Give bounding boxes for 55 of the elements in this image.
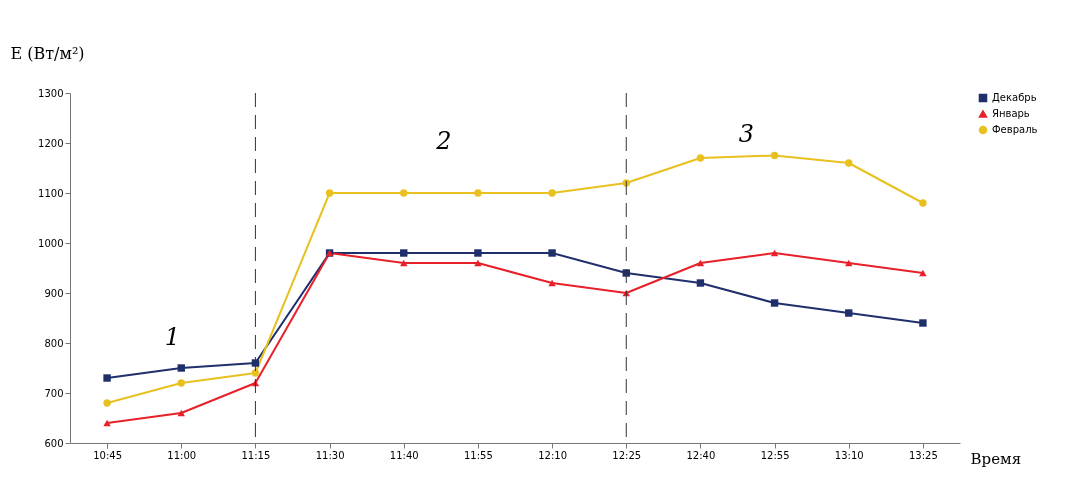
y-axis-title: E (Вт/м²) <box>10 43 85 63</box>
point <box>845 259 853 267</box>
point <box>251 369 260 377</box>
point <box>845 159 853 167</box>
y-tick-label: 1100 <box>38 187 64 199</box>
point <box>474 189 482 197</box>
point <box>919 319 927 327</box>
legend-label: Февраль <box>992 124 1038 135</box>
legend-label: Январь <box>992 108 1030 119</box>
y-tick-label: 600 <box>44 437 64 449</box>
point <box>474 259 482 267</box>
point <box>548 189 556 197</box>
x-tick-label: 12:10 <box>538 449 567 461</box>
x-tick-label: 13:10 <box>834 449 864 461</box>
point <box>919 269 927 277</box>
x-tick-label: 13:25 <box>909 449 938 461</box>
point <box>103 399 111 407</box>
y-tick-label: 1300 <box>38 87 64 99</box>
point <box>770 299 779 307</box>
x-tick-label: 12:40 <box>686 449 716 461</box>
y-tick-label: 800 <box>44 337 64 349</box>
annotation: 2 <box>435 127 452 155</box>
annotation: 1 <box>164 323 180 351</box>
x-tick-label: 11:55 <box>464 449 493 461</box>
legend-label: Декабрь <box>992 92 1037 103</box>
point <box>696 259 705 267</box>
annotation: 3 <box>738 120 755 148</box>
y-tick-label: 1200 <box>38 137 64 149</box>
point <box>845 309 853 317</box>
point <box>696 154 705 162</box>
y-tick-label: 900 <box>44 287 64 299</box>
point <box>400 259 408 267</box>
point <box>400 189 408 197</box>
point <box>770 151 779 160</box>
x-tick-label: 10:45 <box>93 449 122 461</box>
point <box>696 279 705 287</box>
point <box>325 189 334 197</box>
point <box>474 249 482 257</box>
x-tick-label: 11:30 <box>315 449 345 461</box>
point <box>770 249 779 257</box>
point <box>177 409 185 417</box>
y-tick-label: 700 <box>44 387 64 399</box>
x-tick-label: 12:55 <box>760 449 790 461</box>
point <box>400 249 408 257</box>
x-tick-label: 11:00 <box>167 449 197 461</box>
x-tick-label: 12:25 <box>612 449 642 461</box>
x-tick-label: 11:40 <box>389 449 419 461</box>
x-axis-title: Время <box>970 449 1022 468</box>
point <box>919 199 927 207</box>
point <box>177 364 185 372</box>
x-tick-label: 11:15 <box>241 449 271 461</box>
y-tick-label: 1000 <box>38 237 64 249</box>
point <box>103 374 111 382</box>
point <box>548 249 556 257</box>
point <box>177 379 185 387</box>
